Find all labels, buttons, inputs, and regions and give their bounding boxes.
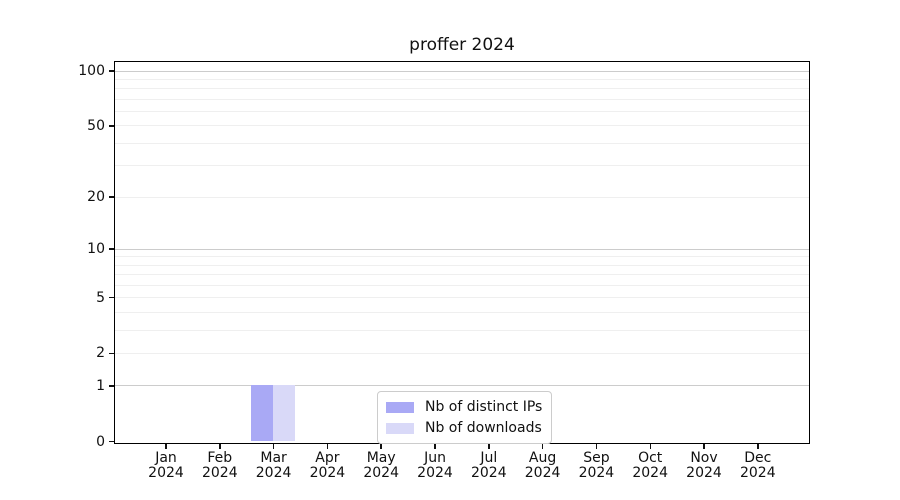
x-tick-mark (488, 444, 490, 449)
legend: Nb of distinct IPs Nb of downloads (377, 391, 553, 444)
bar-downloads-mar-2024 (273, 385, 296, 441)
y-tick-label: 20 (87, 189, 105, 206)
y-tick-label: 2 (96, 345, 105, 362)
x-tick-mark (703, 444, 705, 449)
x-tick-mark (326, 444, 329, 449)
x-tick-label: Apr 2024 (309, 450, 346, 481)
x-tick-label: Dec 2024 (739, 450, 776, 481)
x-tick-mark (380, 444, 382, 449)
chart-title: proffer 2024 (409, 35, 515, 55)
y-tick-mark (109, 440, 114, 443)
x-tick-mark (757, 444, 759, 449)
minor-gridline (115, 111, 809, 112)
minor-gridline (115, 196, 809, 198)
legend-swatch-downloads (386, 422, 414, 434)
legend-label-distinct-ips: Nb of distinct IPs (425, 399, 543, 415)
major-gridline (115, 70, 809, 72)
legend-item-distinct-ips: Nb of distinct IPs (386, 398, 542, 416)
minor-gridline (115, 78, 809, 80)
major-gridline (115, 248, 809, 250)
x-tick-label: Aug 2024 (524, 450, 561, 481)
x-tick-mark (541, 444, 544, 449)
plot-area: Nb of distinct IPs Nb of downloads (114, 61, 810, 444)
minor-gridline (115, 297, 809, 299)
y-tick-label: 50 (87, 117, 105, 134)
y-tick-mark (109, 296, 114, 299)
x-tick-label: Sep 2024 (578, 450, 615, 481)
x-tick-mark (595, 444, 598, 449)
y-tick-label: 10 (87, 241, 105, 257)
minor-gridline (115, 98, 809, 100)
minor-gridline (115, 274, 809, 276)
legend-label-downloads: Nb of downloads (425, 420, 542, 436)
x-tick-label: Jul 2024 (470, 450, 507, 481)
x-tick-mark (434, 444, 436, 449)
minor-gridline (115, 165, 809, 167)
minor-gridline (115, 125, 809, 127)
y-tick-label: 1 (96, 377, 105, 394)
minor-gridline (115, 88, 809, 90)
y-tick-mark (109, 385, 114, 387)
major-gridline (115, 385, 809, 387)
y-tick-label: 5 (96, 289, 105, 306)
x-tick-label: Nov 2024 (686, 450, 722, 481)
x-tick-mark (165, 444, 167, 449)
y-tick-mark (109, 70, 114, 72)
x-tick-label: Jan 2024 (148, 450, 184, 481)
y-tick-mark (109, 196, 114, 198)
x-tick-mark (649, 444, 651, 449)
x-tick-mark (219, 444, 221, 449)
x-tick-label: Feb 2024 (201, 450, 238, 481)
y-tick-label: 0 (96, 433, 105, 450)
bar-distinct-ips-mar-2024 (251, 385, 274, 441)
y-tick-mark (109, 125, 114, 127)
y-tick-mark (109, 352, 114, 355)
x-tick-mark (272, 444, 275, 449)
x-tick-label: Mar 2024 (255, 450, 292, 481)
minor-gridline (115, 142, 809, 144)
y-tick-mark (109, 248, 114, 250)
x-tick-label: Oct 2024 (632, 450, 668, 481)
minor-gridline (115, 352, 809, 354)
legend-swatch-distinct-ips (386, 401, 414, 413)
x-tick-label: Jun 2024 (417, 450, 453, 481)
minor-gridline (115, 329, 809, 331)
minor-gridline (115, 256, 809, 258)
minor-gridline (115, 311, 809, 313)
x-tick-label: May 2024 (363, 450, 399, 481)
minor-gridline (115, 284, 809, 286)
minor-gridline (115, 264, 809, 266)
y-tick-label: 100 (78, 63, 105, 79)
legend-item-downloads: Nb of downloads (386, 419, 542, 437)
